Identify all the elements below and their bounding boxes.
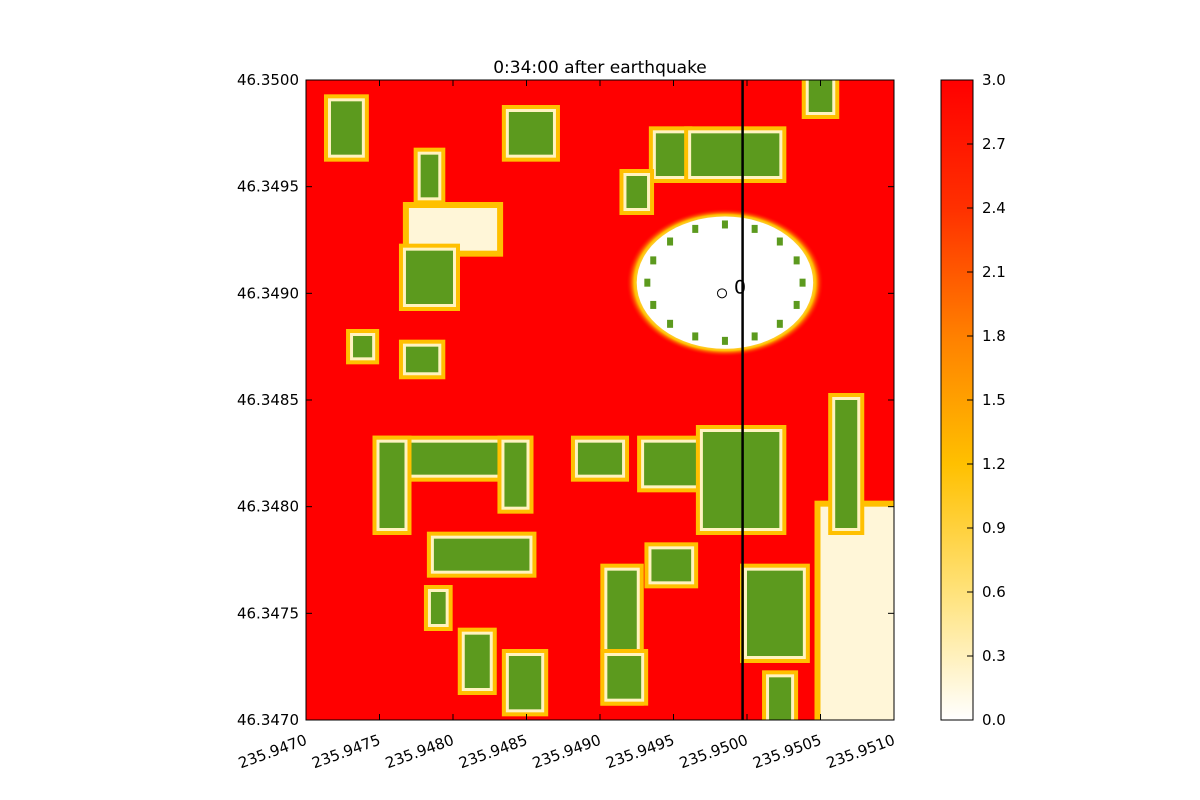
x-tick-label: 235.9500: [677, 731, 750, 772]
colorbar-tick-label: 1.2: [982, 455, 1006, 473]
colorbar-ticks: 0.0 0.3 0.6 0.9 1.2 1.5 1.8 2.1 2.4 2.7 3.0: [967, 71, 1006, 729]
gauge-label: 0: [734, 276, 746, 298]
colorbar-tick-label: 3.0: [982, 71, 1006, 89]
land-block: [808, 80, 833, 112]
land-block: [330, 101, 362, 155]
land-block: [504, 442, 527, 507]
land-block: [769, 677, 792, 720]
land-block: [464, 634, 490, 688]
x-tick-label: 235.9480: [383, 731, 456, 772]
colorbar-tick-label: 2.7: [982, 135, 1006, 153]
x-tick-label: 235.9505: [750, 731, 823, 772]
y-tick-label: 46.3480: [237, 498, 299, 516]
land-block: [379, 442, 405, 528]
y-tick-label: 46.3495: [237, 178, 299, 196]
x-tick-label: 235.9490: [530, 731, 603, 772]
y-tick-label: 46.3490: [237, 284, 299, 302]
colorbar-tick-label: 0.3: [982, 647, 1006, 665]
rim-marker: [793, 300, 800, 309]
rim-marker: [650, 300, 657, 309]
land-block: [702, 432, 780, 528]
rim-marker: [751, 332, 758, 341]
rim-marker: [692, 224, 699, 233]
rim-marker: [776, 319, 783, 328]
x-tick-label: 235.9485: [456, 731, 529, 772]
land-block: [835, 400, 858, 528]
land-block: [747, 570, 803, 656]
x-tick-label: 235.9495: [603, 731, 676, 772]
gauge-marker: [717, 288, 728, 299]
rim-marker: [721, 336, 728, 345]
y-tick-label: 46.3500: [237, 71, 299, 89]
land-block: [508, 112, 553, 155]
white-zones: [402, 202, 894, 720]
rim-marker: [667, 319, 674, 328]
land-block: [651, 549, 692, 582]
pale-zone: [820, 506, 894, 720]
land-block: [508, 656, 542, 710]
colorbar-tick-label: 2.4: [982, 199, 1006, 217]
land-block: [433, 538, 530, 571]
chart-title: 0:34:00 after earthquake: [493, 58, 707, 78]
colorbar-tick-label: 2.1: [982, 263, 1006, 281]
x-tick-label: 235.9470: [236, 731, 309, 772]
colorbar-tick-label: 0.0: [982, 711, 1006, 729]
y-tick-label: 46.3470: [237, 711, 299, 729]
land-block: [353, 336, 373, 358]
land-block: [405, 250, 453, 304]
colorbar-tick-label: 0.6: [982, 583, 1006, 601]
plot-area: 0: [306, 80, 894, 720]
land-block: [420, 154, 439, 198]
rim-marker: [644, 278, 651, 287]
colorbar-tick-label: 1.8: [982, 327, 1006, 345]
pale-zone: [408, 208, 498, 251]
land-block: [607, 656, 642, 699]
y-tick-label: 46.3485: [237, 391, 299, 409]
land-layer: [323, 80, 865, 720]
land-block: [644, 442, 703, 486]
circular-zone: [636, 216, 814, 349]
land-block: [577, 442, 623, 475]
x-tick-label: 235.9475: [309, 731, 382, 772]
colorbar: 0.0 0.3 0.6 0.9 1.2 1.5 1.8 2.1 2.4 2.7 3.0: [940, 71, 1006, 729]
x-tick-label: 235.9510: [824, 731, 897, 772]
rim-marker: [650, 256, 657, 265]
rim-marker: [667, 237, 674, 246]
land-block: [430, 592, 446, 624]
rim-marker: [721, 220, 728, 229]
y-tick-label: 46.3475: [237, 604, 299, 622]
rim-marker: [793, 256, 800, 265]
rim-marker: [692, 332, 699, 341]
land-block: [655, 133, 686, 176]
land-block: [626, 176, 648, 208]
y-axis: 46.3470 46.3475 46.3480 46.3485 46.3490 46.34…: [237, 71, 894, 729]
colorbar-tick-label: 0.9: [982, 519, 1006, 537]
rim-marker: [751, 224, 758, 233]
colorbar-tick-label: 1.5: [982, 391, 1006, 409]
land-block: [691, 133, 780, 176]
rim-marker: [776, 237, 783, 246]
rim-marker: [799, 278, 806, 287]
land-block: [405, 346, 439, 373]
